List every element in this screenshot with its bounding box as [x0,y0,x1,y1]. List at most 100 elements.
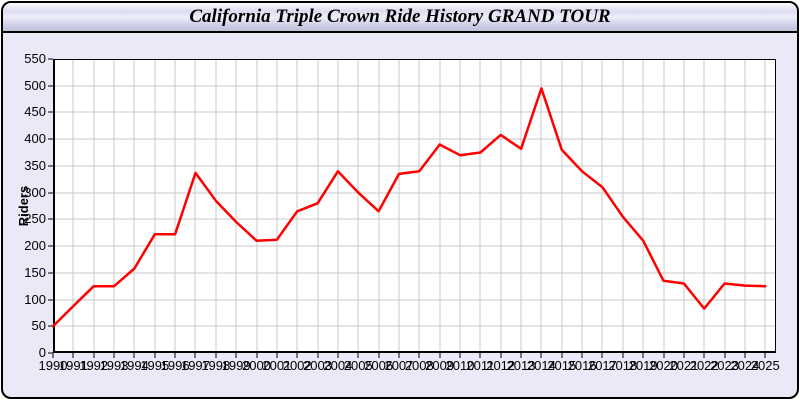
plot-shape [53,272,776,274]
x-tick-label: 2014 [526,358,556,373]
x-tick-label: 2001 [262,358,292,373]
plot-shape [317,353,319,358]
x-tick-label: 2011 [466,358,495,373]
plot-shape [703,59,705,353]
x-tick-label: 1994 [119,358,149,373]
plot-shape [337,353,339,358]
x-tick-label: 1999 [221,358,251,373]
x-tick-label: 1996 [160,358,190,373]
x-tick-label: 2003 [303,358,332,373]
chart-title: California Triple Crown Ride History GRA… [189,6,611,27]
plot-shape [581,59,583,353]
x-tick-label: 2024 [730,358,760,373]
plot-shape [296,59,298,353]
x-tick-label: 1992 [79,358,109,373]
plot-shape [276,59,278,353]
y-tick-label: 350 [24,157,46,173]
plot-shape [561,353,563,358]
x-tick-label: 1998 [201,358,231,373]
plot-shape [48,245,53,247]
plot-shape [724,59,726,353]
x-tick-label: 1991 [58,358,88,373]
plot-shape [775,59,776,353]
plot-shape [479,59,481,353]
plot-shape [48,111,53,113]
plot-shape [622,353,624,358]
chart-body: Riders 0 50 100 150 200 250 300 350 400 450 500 550… [3,33,797,397]
x-tick-label: 2008 [404,358,434,373]
plot-shape [48,325,53,327]
plot-shape [317,59,319,353]
x-tick-label: 2005 [343,358,373,373]
ride-history-line [51,87,767,328]
plot-shape [53,165,776,167]
x-tick-label: 1993 [99,358,129,373]
x-tick-label: 2012 [486,358,516,373]
plot-shape [48,352,53,354]
plot-shape [53,59,776,60]
plot-shape [48,85,53,87]
x-tick-label: 1995 [140,358,170,373]
plot-shape [53,218,776,220]
plot-shape [215,353,217,358]
x-tick-label: 2016 [567,358,597,373]
y-tick-label: 450 [24,104,46,120]
x-tick-label: 2023 [710,358,739,373]
plot-shape [256,353,258,358]
x-tick-label: 2002 [282,358,312,373]
plot-shape [215,59,217,353]
plot-shape [357,353,359,358]
plot-shape [764,353,766,358]
plot-shape [113,353,115,358]
plot-shape [459,353,461,358]
plot-shape [663,59,665,353]
y-tick-label: 200 [24,238,46,254]
plot-shape [48,192,53,194]
x-tick-label: 2017 [587,358,617,373]
plot-shape [459,59,461,353]
x-tick-label: 2025 [750,358,780,373]
title-bar: California Triple Crown Ride History GRA… [3,3,797,33]
plot-shape [154,353,156,358]
x-tick-label: 2018 [608,358,638,373]
plot-shape [439,353,441,358]
x-tick-label: 2009 [425,358,455,373]
plot-shape [133,353,135,358]
x-tick-label: 2013 [506,358,536,373]
plot-shape [500,353,502,358]
plot-shape [378,353,380,358]
x-tick-label: 2022 [689,358,719,373]
plot-shape [48,58,53,60]
plot-shape [52,353,54,358]
x-tick-label: 1990 [38,358,68,373]
plot-shape [439,59,441,353]
plot-shape [276,353,278,358]
plot-shape [48,138,53,140]
plot-shape [53,138,776,140]
plot-shape [683,353,685,358]
plot-shape [235,59,237,353]
plot-shape [113,59,115,353]
plot-shape [418,353,420,358]
plot-shape [601,353,603,358]
plot-shape [174,353,176,358]
x-tick-label: 2010 [445,358,475,373]
y-tick-label: 400 [24,131,46,147]
plot-shape [256,59,258,353]
plot-shape [53,299,776,301]
plot-shape [744,59,746,353]
y-tick-label: 500 [24,77,46,93]
plot-shape [53,59,776,353]
plot-shape [154,59,156,353]
plot-shape [398,353,400,358]
plot-shape [520,353,522,358]
plot-shape [378,59,380,353]
plot-shape [520,59,522,353]
y-tick-label: 250 [24,211,46,227]
plot-shape [53,192,776,194]
x-tick-label: 2000 [242,358,271,373]
y-tick-label: 0 [38,345,46,360]
plot-shape [72,59,74,353]
plot-shape [53,245,776,247]
